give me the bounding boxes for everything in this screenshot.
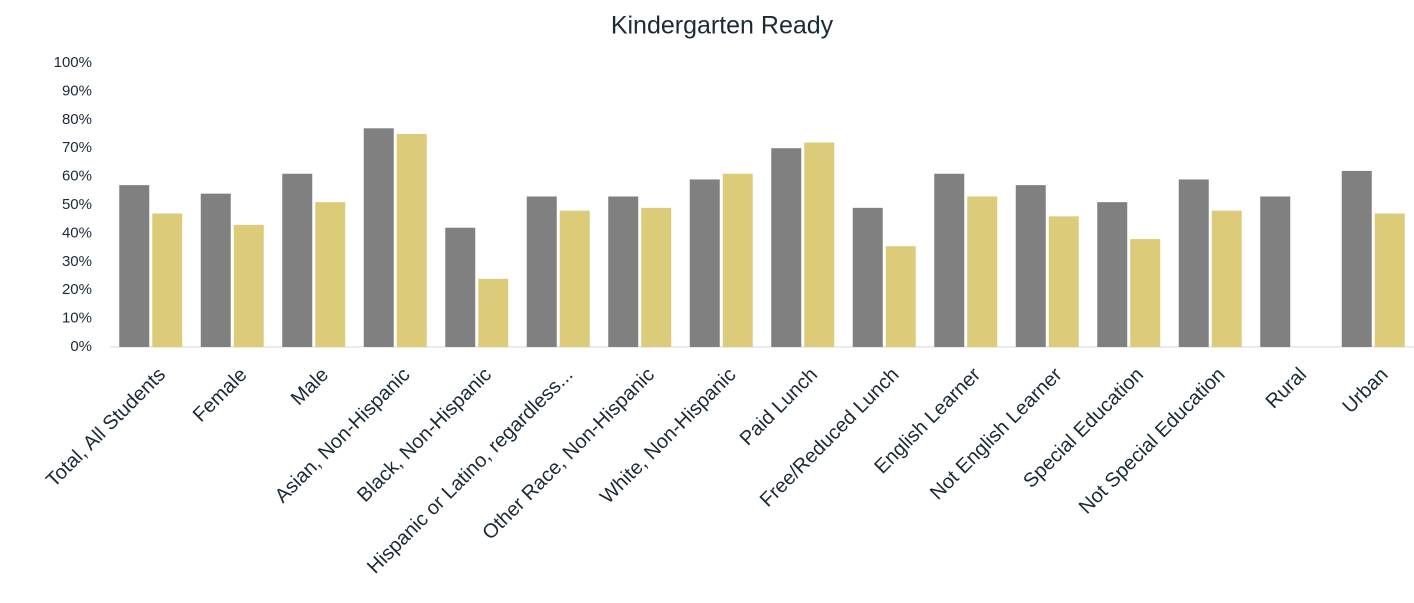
x-tick-label: Male bbox=[287, 364, 333, 410]
bar bbox=[363, 128, 394, 347]
x-tick-label: Rural bbox=[1262, 364, 1311, 413]
y-tick-label: 50% bbox=[62, 196, 92, 213]
bar bbox=[608, 196, 639, 347]
bar bbox=[152, 213, 183, 347]
bar bbox=[852, 207, 883, 347]
x-tick-label: Other Race, Non-Hispanic bbox=[478, 364, 659, 545]
x-tick-label: Total, All Students bbox=[42, 364, 170, 492]
bar bbox=[396, 134, 427, 347]
bar bbox=[804, 142, 835, 347]
bar bbox=[967, 196, 998, 347]
bar bbox=[722, 173, 753, 347]
bar bbox=[641, 207, 672, 347]
bar bbox=[1260, 196, 1291, 347]
bar bbox=[282, 173, 313, 347]
x-tick-label: Not Special Education bbox=[1075, 364, 1230, 519]
x-tick-label: Not English Learner bbox=[926, 363, 1067, 504]
bar bbox=[689, 179, 720, 347]
y-tick-label: 0% bbox=[70, 338, 92, 355]
y-tick-label: 80% bbox=[62, 111, 92, 128]
y-tick-label: 100% bbox=[54, 54, 92, 71]
bar bbox=[1341, 170, 1372, 347]
bar bbox=[934, 173, 965, 347]
x-tick-label: Female bbox=[189, 364, 252, 427]
bar bbox=[1178, 179, 1209, 347]
bar bbox=[559, 210, 590, 347]
bar bbox=[1097, 202, 1128, 347]
bar bbox=[445, 227, 476, 347]
bar bbox=[315, 202, 346, 347]
x-tick-label: Urban bbox=[1338, 364, 1392, 418]
y-tick-label: 30% bbox=[62, 253, 92, 270]
y-tick-label: 70% bbox=[62, 139, 92, 156]
x-tick-label: Paid Lunch bbox=[736, 364, 822, 450]
bar bbox=[1211, 210, 1242, 347]
bar bbox=[771, 148, 802, 347]
bar bbox=[1130, 239, 1161, 347]
y-tick-label: 90% bbox=[62, 82, 92, 99]
y-tick-label: 40% bbox=[62, 224, 92, 241]
bar bbox=[119, 185, 150, 347]
y-tick-label: 10% bbox=[62, 310, 92, 327]
y-tick-label: 60% bbox=[62, 168, 92, 185]
bar bbox=[478, 278, 509, 347]
x-tick-label: Black, Non-Hispanic bbox=[353, 364, 496, 507]
bar bbox=[1048, 216, 1079, 347]
x-tick-label: Free/Reduced Lunch bbox=[756, 364, 904, 512]
bar bbox=[1015, 185, 1046, 347]
bar bbox=[1374, 213, 1405, 347]
bar bbox=[233, 224, 264, 347]
bar bbox=[885, 246, 916, 347]
x-tick-label: Asian, Non-Hispanic bbox=[271, 364, 415, 508]
x-tick-label: White, Non-Hispanic bbox=[596, 364, 740, 508]
y-tick-label: 20% bbox=[62, 281, 92, 298]
bar bbox=[526, 196, 557, 347]
chart-title: Kindergarten Ready bbox=[611, 12, 834, 40]
bar bbox=[200, 193, 231, 347]
